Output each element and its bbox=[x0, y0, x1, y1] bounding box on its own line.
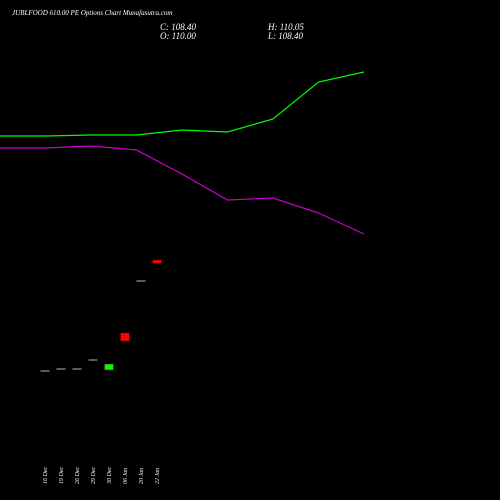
x-tick-label: 29 Dec bbox=[91, 467, 97, 484]
low-text: L: 108.40 bbox=[267, 31, 304, 41]
candle-body bbox=[56, 368, 66, 370]
x-tick-label: 26 Dec bbox=[75, 467, 81, 484]
candle-body bbox=[72, 368, 82, 370]
high-text: H: 110.05 bbox=[267, 22, 304, 32]
x-tick-label: 30 Dec bbox=[107, 467, 113, 485]
candle-body bbox=[120, 332, 130, 342]
candle-body bbox=[40, 370, 50, 372]
candle-body bbox=[88, 359, 98, 361]
x-tick-label: 06 Jan bbox=[123, 468, 129, 484]
close-text: C: 108.40 bbox=[160, 22, 197, 32]
x-tick-label: 16 Dec bbox=[43, 467, 49, 484]
x-tick-label: 22 Jan bbox=[155, 468, 161, 484]
candle-body bbox=[104, 363, 114, 371]
indicator-line bbox=[0, 71, 365, 137]
candle-body bbox=[136, 280, 146, 282]
x-tick-label: 19 Dec bbox=[59, 467, 65, 484]
indicator-line bbox=[0, 145, 365, 235]
chart-title: JUBLFOOD 610.00 PE Options Chart Munafas… bbox=[12, 9, 172, 17]
candle-body bbox=[152, 259, 162, 264]
x-tick-label: 20 Jan bbox=[139, 468, 145, 484]
open-text: O: 110.00 bbox=[160, 31, 196, 41]
